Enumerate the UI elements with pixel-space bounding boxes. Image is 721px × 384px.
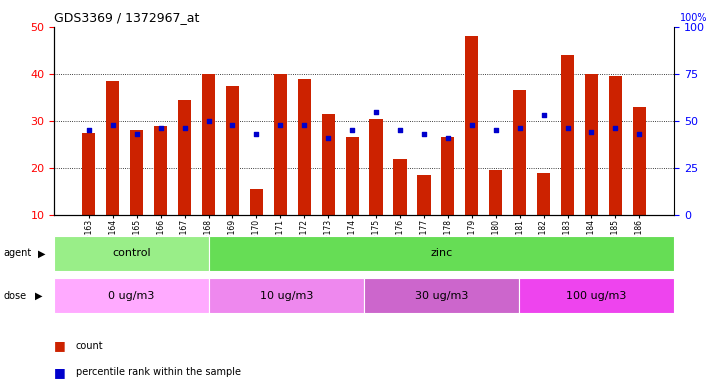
Point [107,122,118,128]
Text: 100%: 100% [681,13,708,23]
Point [514,126,526,132]
Point [585,129,597,135]
Point [275,122,286,128]
Bar [82,133,95,262]
Text: GDS3369 / 1372967_at: GDS3369 / 1372967_at [54,12,200,25]
Text: 10 ug/m3: 10 ug/m3 [260,291,314,301]
Point [226,122,238,128]
Text: count: count [76,341,103,351]
Point [203,118,214,124]
Text: 30 ug/m3: 30 ug/m3 [415,291,469,301]
Bar [537,173,550,262]
Bar [154,126,167,262]
Bar [465,36,479,262]
Bar [345,137,359,262]
Bar [394,159,407,262]
Bar [178,100,191,262]
Bar [202,74,215,262]
Text: 100 ug/m3: 100 ug/m3 [567,291,627,301]
Bar [609,76,622,262]
Point [490,127,502,134]
Point [371,109,382,115]
Bar [417,175,430,262]
Point [251,131,262,137]
Text: agent: agent [4,248,32,258]
Point [155,126,167,132]
Text: ▶: ▶ [35,291,42,301]
Bar [54,236,209,271]
Point [346,127,358,134]
Point [83,127,94,134]
Bar [633,107,646,262]
Bar [209,236,674,271]
Bar [130,131,143,262]
Point [562,126,573,132]
Bar [54,278,209,313]
Bar [106,81,120,262]
Point [131,131,143,137]
Bar [274,74,287,262]
Bar [322,114,335,262]
Bar [369,119,383,262]
Point [466,122,477,128]
Text: ■: ■ [54,366,66,379]
Bar [561,55,574,262]
Text: percentile rank within the sample: percentile rank within the sample [76,367,241,377]
Bar [249,189,263,262]
Bar [441,137,454,262]
Point [322,135,334,141]
Text: 0 ug/m3: 0 ug/m3 [108,291,155,301]
Point [418,131,430,137]
Text: dose: dose [4,291,27,301]
Bar [513,90,526,262]
Point [394,127,406,134]
Text: zinc: zinc [430,248,453,258]
Point [634,131,645,137]
Point [538,112,549,118]
Bar [209,278,364,313]
Point [179,126,190,132]
Bar [585,74,598,262]
Point [298,122,310,128]
Bar [364,278,519,313]
Point [442,135,454,141]
Text: ■: ■ [54,339,66,352]
Bar [489,170,503,262]
Bar [226,86,239,262]
Bar [298,79,311,262]
Point [610,126,622,132]
Text: ▶: ▶ [37,248,45,258]
Bar [519,278,674,313]
Text: control: control [112,248,151,258]
